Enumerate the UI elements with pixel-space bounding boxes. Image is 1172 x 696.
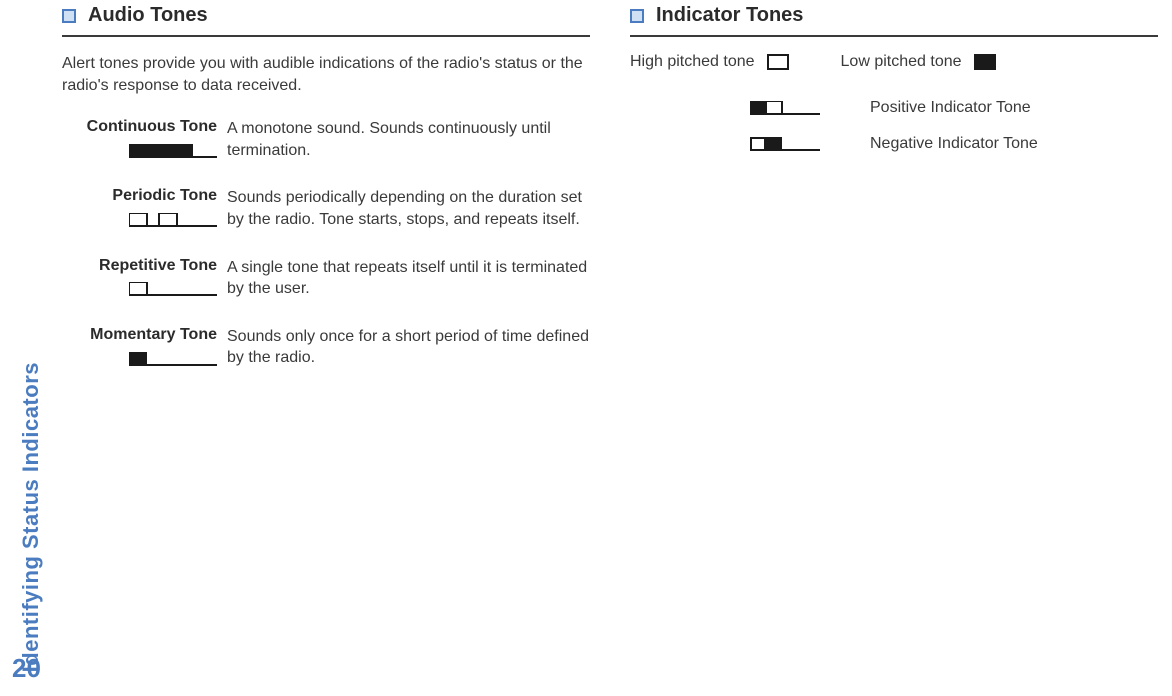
high-pitched-icon — [767, 54, 789, 70]
positive-indicator-icon — [750, 101, 820, 115]
section-header-indicator-tones: Indicator Tones — [630, 4, 1158, 37]
tone-left: Continuous Tone — [62, 118, 227, 160]
tone-name: Repetitive Tone — [62, 257, 217, 275]
pitch-legend: High pitched tone Low pitched tone — [630, 53, 1158, 71]
low-pitched-label: Low pitched tone — [841, 53, 962, 71]
high-pitched-label: High pitched tone — [630, 53, 755, 71]
tone-row: Repetitive Tone A single tone that repea… — [62, 257, 590, 300]
column-left: Audio Tones Alert tones provide you with… — [62, 4, 590, 395]
page-number: 20 — [12, 653, 41, 684]
tone-left: Repetitive Tone — [62, 257, 227, 299]
tone-desc: Sounds periodically depending on the dur… — [227, 187, 590, 230]
indicator-label: Negative Indicator Tone — [870, 135, 1038, 153]
negative-indicator-icon — [750, 137, 820, 151]
tone-name: Momentary Tone — [62, 326, 217, 344]
tone-left: Periodic Tone — [62, 187, 227, 229]
indicator-row: Negative Indicator Tone — [630, 135, 1158, 153]
indicator-row: Positive Indicator Tone — [630, 99, 1158, 117]
side-rail: Identifying Status Indicators — [18, 212, 44, 672]
tone-pattern-momentary-icon — [129, 352, 217, 366]
low-pitched-icon — [974, 54, 996, 70]
section-marker-icon — [62, 9, 76, 23]
side-chapter-title: Identifying Status Indicators — [18, 362, 44, 672]
tone-row: Periodic Tone Sounds periodically depend… — [62, 187, 590, 230]
tone-desc: A monotone sound. Sounds continuously un… — [227, 118, 590, 161]
section-title-indicator-tones: Indicator Tones — [656, 4, 803, 27]
column-right: Indicator Tones High pitched tone Low pi… — [630, 4, 1158, 395]
indicator-label: Positive Indicator Tone — [870, 99, 1031, 117]
tone-pattern-periodic-icon — [129, 213, 217, 227]
tone-name: Periodic Tone — [62, 187, 217, 205]
tone-row: Continuous Tone A monotone sound. Sounds… — [62, 118, 590, 161]
tone-row: Momentary Tone Sounds only once for a sh… — [62, 326, 590, 369]
tone-left: Momentary Tone — [62, 326, 227, 368]
section-header-audio-tones: Audio Tones — [62, 4, 590, 37]
section-title-audio-tones: Audio Tones — [88, 4, 208, 27]
tone-desc: Sounds only once for a short period of t… — [227, 326, 590, 369]
tone-desc: A single tone that repeats itself until … — [227, 257, 590, 300]
section-marker-icon — [630, 9, 644, 23]
tone-pattern-continuous-icon — [129, 144, 217, 158]
audio-tones-intro: Alert tones provide you with audible ind… — [62, 53, 590, 96]
content-columns: Audio Tones Alert tones provide you with… — [62, 4, 1158, 395]
tone-name: Continuous Tone — [62, 118, 217, 136]
tone-pattern-repetitive-icon — [129, 282, 217, 296]
